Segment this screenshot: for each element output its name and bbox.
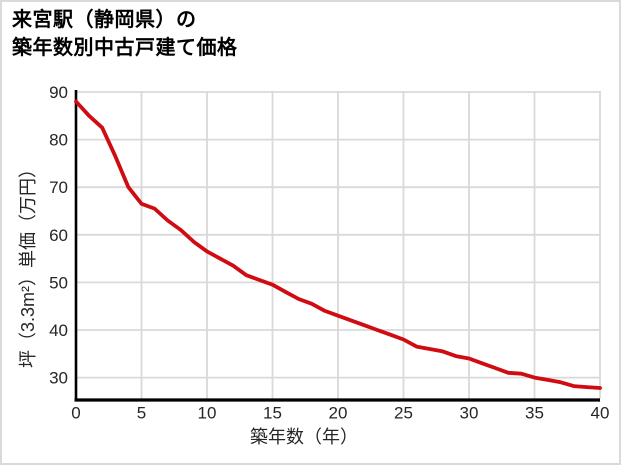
svg-text:80: 80 — [49, 131, 68, 150]
svg-text:30: 30 — [49, 369, 68, 388]
svg-text:0: 0 — [71, 404, 80, 423]
svg-text:70: 70 — [49, 178, 68, 197]
svg-text:10: 10 — [198, 404, 217, 423]
chart-title: 来宮駅（静岡県）の 築年数別中古戸建て価格 — [12, 6, 238, 62]
x-axis-label: 築年数（年） — [250, 427, 358, 447]
svg-text:25: 25 — [394, 404, 413, 423]
svg-text:90: 90 — [49, 83, 68, 102]
svg-text:40: 40 — [591, 404, 610, 423]
svg-text:30: 30 — [460, 404, 479, 423]
y-axis-label: 坪（3.3m²）単価（万円） — [18, 160, 38, 369]
svg-text:35: 35 — [525, 404, 544, 423]
chart-title-line2: 築年数別中古戸建て価格 — [12, 37, 238, 59]
svg-text:5: 5 — [137, 404, 146, 423]
svg-text:40: 40 — [49, 321, 68, 340]
svg-text:20: 20 — [329, 404, 348, 423]
chart-title-line1: 来宮駅（静岡県）の — [12, 9, 197, 31]
svg-text:50: 50 — [49, 273, 68, 292]
svg-text:15: 15 — [263, 404, 282, 423]
svg-text:60: 60 — [49, 226, 68, 245]
